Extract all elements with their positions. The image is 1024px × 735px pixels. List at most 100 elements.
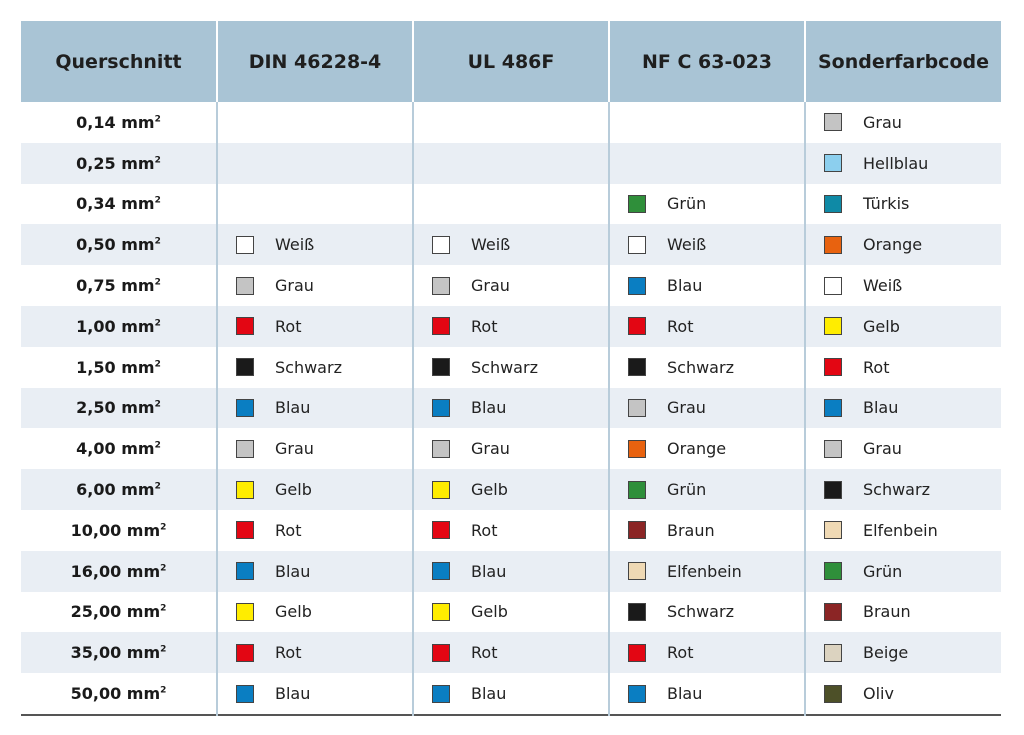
cell-din: Rot — [216, 632, 413, 674]
color-swatch-icon — [236, 439, 254, 458]
color-entry: Beige — [806, 643, 1001, 662]
table-row: 2,50 mm2 Blau Blau Grau Blau — [21, 387, 1001, 429]
color-entry: Grau — [610, 398, 804, 417]
color-label: Grau — [471, 276, 510, 296]
color-entry: Rot — [218, 643, 412, 662]
cell-din: Weiß — [216, 224, 413, 266]
table-row: 1,00 mm2 Rot Rot Rot Gelb — [21, 305, 1001, 347]
cell-querschnitt: 35,00 mm2 — [21, 632, 217, 674]
table-row: 4,00 mm2 Grau Grau Orange Grau — [21, 428, 1001, 470]
header-nf: NF C 63-023 — [608, 21, 805, 102]
size-unit-superscript: 2 — [154, 318, 161, 329]
color-swatch-icon — [628, 317, 646, 336]
cell-querschnitt: 1,00 mm2 — [21, 305, 217, 347]
cell-querschnitt: 0,75 mm2 — [21, 265, 217, 306]
color-label: Beige — [863, 643, 909, 663]
color-entry: Blau — [218, 562, 412, 581]
color-entry: Elfenbein — [806, 521, 1001, 540]
color-swatch-icon — [628, 684, 646, 703]
color-swatch-icon — [432, 521, 450, 540]
color-swatch-icon — [432, 480, 450, 499]
color-entry: Gelb — [218, 480, 412, 499]
cell-ul — [412, 142, 609, 184]
cell-sonder: Schwarz — [804, 469, 1001, 510]
color-entry: Blau — [610, 276, 804, 295]
color-label: Hellblau — [863, 153, 929, 173]
cell-ul: Weiß — [412, 224, 609, 266]
color-swatch-icon — [236, 317, 254, 336]
color-swatch-icon — [432, 562, 450, 581]
size-unit-superscript: 2 — [160, 685, 167, 696]
color-swatch-icon — [824, 439, 842, 458]
cell-ul: Gelb — [412, 469, 609, 510]
color-entry: Orange — [806, 235, 1001, 254]
size-unit-superscript: 2 — [154, 277, 161, 288]
cell-querschnitt: 0,14 mm2 — [21, 102, 217, 143]
color-swatch-icon — [824, 643, 842, 662]
color-entry: Schwarz — [806, 480, 1001, 499]
table-row: 0,75 mm2 Grau Grau Blau Weiß — [21, 265, 1001, 306]
color-swatch-icon — [236, 562, 254, 581]
color-label: Rot — [863, 357, 890, 377]
cell-sonder: Grün — [804, 550, 1001, 592]
cell-din: Gelb — [216, 469, 413, 510]
table-row: 10,00 mm2 Rot Rot Braun Elfenbein — [21, 509, 1001, 551]
cell-querschnitt: 2,50 mm2 — [21, 387, 217, 429]
size-value: 6,00 mm — [76, 480, 155, 500]
color-label: Blau — [471, 684, 507, 704]
size-value: 50,00 mm — [70, 684, 161, 704]
color-label: Grün — [863, 561, 903, 581]
color-label: Oliv — [863, 684, 894, 704]
color-entry: Rot — [414, 317, 608, 336]
header-ul: UL 486F — [412, 21, 609, 102]
color-entry: Blau — [610, 684, 804, 703]
color-entry: Hellblau — [806, 154, 1001, 173]
color-entry: Orange — [610, 439, 804, 458]
color-swatch-icon — [432, 235, 450, 254]
cell-nf: Schwarz — [608, 346, 805, 388]
color-swatch-icon — [824, 684, 842, 703]
color-label: Grau — [275, 276, 314, 296]
color-label: Weiß — [275, 235, 315, 255]
cell-nf: Schwarz — [608, 591, 805, 633]
cell-ul: Grau — [412, 265, 609, 306]
size-value: 0,25 mm — [76, 153, 155, 173]
color-entry: Blau — [414, 398, 608, 417]
size-unit-superscript: 2 — [160, 522, 167, 533]
cell-querschnitt: 1,50 mm2 — [21, 346, 217, 388]
cell-ul: Gelb — [412, 591, 609, 633]
color-swatch-icon — [236, 643, 254, 662]
color-label: Blau — [275, 684, 311, 704]
cell-ul: Blau — [412, 673, 609, 715]
size-unit-superscript: 2 — [154, 359, 161, 370]
size-value: 0,14 mm — [76, 112, 155, 132]
color-swatch-icon — [236, 358, 254, 377]
color-label: Gelb — [275, 602, 312, 622]
size-unit-superscript: 2 — [154, 440, 161, 451]
cell-nf: Orange — [608, 428, 805, 470]
color-label: Blau — [863, 398, 899, 418]
color-swatch-icon — [824, 358, 842, 377]
size-value: 4,00 mm — [76, 439, 155, 459]
cell-querschnitt: 25,00 mm2 — [21, 591, 217, 633]
color-label: Elfenbein — [667, 561, 742, 581]
color-label: Blau — [275, 561, 311, 581]
cell-din: Blau — [216, 550, 413, 592]
header-sonderfarbcode: Sonderfarbcode — [804, 21, 1001, 102]
table-row: 25,00 mm2 Gelb Gelb Schwarz Braun — [21, 591, 1001, 633]
table-row: 50,00 mm2 Blau Blau Blau Oliv — [21, 673, 1001, 715]
color-swatch-icon — [824, 521, 842, 540]
table-row: 0,14 mm2 Grau — [21, 102, 1001, 143]
color-swatch-icon — [236, 235, 254, 254]
color-entry: Braun — [610, 521, 804, 540]
color-label: Elfenbein — [863, 520, 938, 540]
color-swatch-icon — [824, 154, 842, 173]
color-label: Schwarz — [667, 357, 734, 377]
cell-sonder: Türkis — [804, 183, 1001, 225]
cell-nf: Grau — [608, 387, 805, 429]
color-entry: Blau — [414, 562, 608, 581]
table-header-row: Querschnitt DIN 46228-4 UL 486F NF C 63-… — [21, 21, 1001, 102]
color-entry: Schwarz — [218, 358, 412, 377]
color-label: Gelb — [863, 316, 900, 336]
table-row: 6,00 mm2 Gelb Gelb Grün Schwarz — [21, 469, 1001, 510]
